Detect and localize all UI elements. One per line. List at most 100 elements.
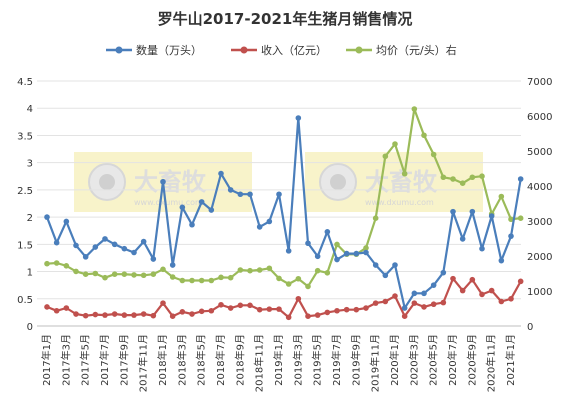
data-point [430,151,437,158]
x-tick-label: 2019年3月 [291,334,304,386]
legend-label: 均价（元/头）右 [376,43,457,57]
data-point [498,193,505,200]
data-point [140,311,147,317]
x-tick-label: 2017年9月 [117,334,130,386]
data-point [111,271,118,278]
data-point [276,306,282,312]
data-point [459,287,466,294]
data-point [285,314,292,321]
y-left-tick-label: 0 [27,322,33,333]
data-point [198,199,205,205]
data-point [421,304,427,310]
x-tick-label: 2020年11月 [485,334,498,392]
legend-item-2: 均价（元/头）右 [346,43,457,57]
data-point [305,283,311,290]
data-point [372,300,379,306]
y-left-tick-label: 1.5 [17,240,33,251]
data-point [469,174,476,181]
data-point [208,277,215,284]
data-point [334,241,340,248]
data-point [44,214,50,220]
data-point [305,240,311,247]
data-point [189,221,195,228]
data-point [401,305,408,311]
data-point [324,229,331,235]
data-point [73,242,79,249]
x-tick-label: 2018年7月 [214,334,227,386]
data-point [479,291,485,298]
axes: 0 0.5 1 1.5 2 2.5 3 3.5 4 4.5 0 1000 2000 3000 4000 500… [17,77,552,392]
legend: 数量（万头） 收入（亿元） 均价（元/头）右 [106,43,457,57]
data-point [498,298,505,305]
y-right-tick-label: 5000 [527,147,552,158]
data-point [140,238,147,245]
data-point [382,298,389,305]
data-point [237,302,244,309]
x-tick-label: 2021年1月 [504,334,517,386]
watermark-url: www.dxumu.com [365,198,434,207]
data-point [102,312,108,318]
data-point [53,239,60,246]
data-point [237,191,244,198]
watermark-brand: 大畜牧 [365,168,438,196]
y-right-tick-label: 4000 [527,182,552,193]
data-point [488,287,495,294]
data-point [92,244,99,250]
data-point [256,267,263,273]
y-left-tick-label: 3 [27,159,33,170]
data-point [208,307,215,314]
data-point [469,208,476,215]
data-point [343,250,350,257]
data-point [295,275,302,282]
data-point [508,216,514,223]
data-point [198,277,205,284]
data-point [459,180,466,186]
data-point [401,313,408,320]
x-tick-label: 2017年3月 [59,334,72,386]
y-right-tick-label: 0 [527,322,533,333]
data-point [266,306,273,312]
data-point [227,305,234,311]
data-point [334,256,340,263]
data-point [198,308,205,315]
data-point [189,277,195,284]
data-point [73,311,79,317]
data-point [353,306,360,313]
x-tick-label: 2020年5月 [427,334,440,386]
watermark-logo-inner-icon [330,174,346,190]
data-point [343,306,350,313]
data-point [218,301,224,308]
data-point [508,233,514,239]
data-point [160,178,166,185]
data-point [276,275,282,282]
data-point [411,106,418,112]
data-point [508,295,514,302]
data-point [363,249,369,256]
x-tick-label: 2019年9月 [349,334,362,386]
watermark-url: www.dxumu.com [134,198,203,207]
data-point [63,263,70,269]
data-point [285,281,292,287]
x-tick-label: 2017年7月 [98,334,111,386]
data-point [324,270,331,276]
legend-marker [355,46,363,54]
data-point [372,215,379,221]
data-point [82,271,89,278]
y-left-tick-label: 1 [27,268,33,279]
series-1 [44,275,524,321]
data-point [169,262,176,268]
data-point [517,176,524,182]
data-point [295,295,302,302]
data-point [353,250,360,257]
data-point [237,267,244,273]
data-point [314,267,321,274]
series-line [46,277,522,319]
data-point [169,274,176,280]
legend-marker [240,46,248,54]
x-tick-label: 2018年5月 [195,334,208,386]
data-point [517,215,524,221]
x-tick-label: 2017年1月 [40,334,53,386]
data-point [44,304,50,310]
x-tick-label: 2020年7月 [446,334,459,386]
data-point [479,173,485,179]
